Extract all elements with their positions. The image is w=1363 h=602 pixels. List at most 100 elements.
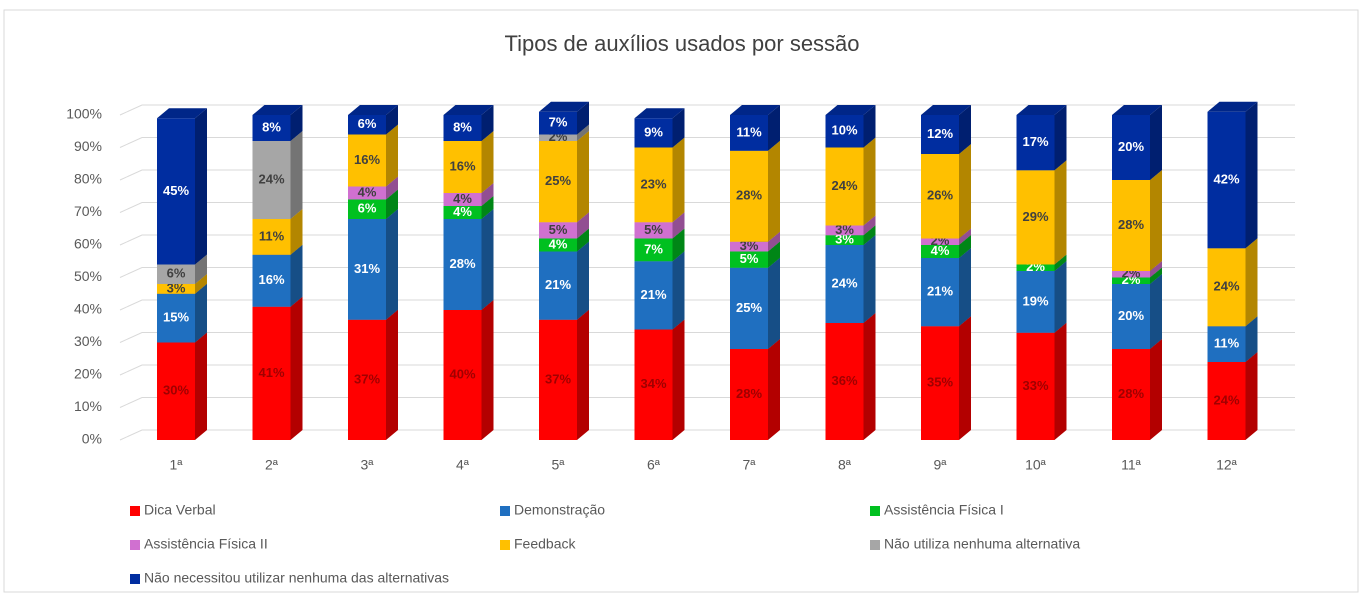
bar-top bbox=[1207, 101, 1258, 112]
bar-front bbox=[1112, 115, 1150, 180]
bar-segment bbox=[443, 105, 494, 141]
data-label: 4% bbox=[549, 236, 568, 251]
bar-front bbox=[252, 141, 291, 219]
bar-front bbox=[157, 293, 195, 343]
bar-side bbox=[863, 215, 876, 236]
bar-front bbox=[1112, 180, 1150, 271]
bar-side bbox=[672, 108, 685, 148]
bar-front bbox=[730, 150, 768, 242]
bar-side bbox=[1150, 267, 1162, 284]
bar-top bbox=[1112, 105, 1162, 115]
data-label: 6% bbox=[358, 201, 377, 216]
bar-side bbox=[959, 316, 971, 440]
bar-front bbox=[634, 329, 673, 440]
bar-side bbox=[481, 300, 494, 440]
data-label: 4% bbox=[453, 204, 472, 219]
bar-side bbox=[1054, 254, 1067, 271]
data-label: 21% bbox=[545, 277, 571, 292]
bar-segment bbox=[1207, 101, 1258, 249]
data-label: 26% bbox=[927, 188, 953, 203]
bar-front bbox=[539, 319, 577, 440]
bar-front bbox=[921, 258, 959, 327]
bar-side bbox=[672, 319, 685, 440]
data-label: 25% bbox=[736, 300, 762, 315]
bar-front bbox=[539, 111, 577, 135]
bar-front bbox=[921, 115, 959, 154]
bar-front bbox=[539, 238, 577, 252]
bar-side bbox=[1054, 261, 1067, 333]
grid-line bbox=[119, 137, 1295, 148]
data-label: 40% bbox=[449, 366, 475, 381]
data-label: 37% bbox=[354, 371, 380, 386]
bar-segment bbox=[730, 105, 780, 151]
bar-front bbox=[252, 306, 291, 440]
bar-side bbox=[959, 235, 971, 258]
data-label: 9% bbox=[644, 124, 663, 139]
bar-side bbox=[577, 212, 589, 239]
bar-front bbox=[1016, 115, 1055, 171]
x-tick-label: 2ª bbox=[265, 457, 279, 473]
bar-side bbox=[195, 283, 207, 343]
data-label: 29% bbox=[1022, 209, 1048, 224]
bar-front bbox=[539, 251, 577, 320]
bar-side bbox=[481, 196, 494, 219]
data-label: 24% bbox=[1213, 392, 1239, 407]
legend-swatch bbox=[130, 506, 140, 516]
bar-side bbox=[1150, 261, 1162, 278]
x-tick-label: 1ª bbox=[170, 457, 184, 473]
data-label: 34% bbox=[640, 376, 666, 391]
data-label: 19% bbox=[1022, 293, 1048, 308]
bar-side bbox=[195, 274, 207, 294]
bar-side bbox=[959, 248, 971, 327]
x-tick-label: 5ª bbox=[552, 457, 566, 473]
bar-top bbox=[252, 105, 303, 115]
legend-swatch bbox=[500, 506, 510, 516]
chart-title: Tipos de auxílios usados por sessão bbox=[504, 31, 859, 56]
bar-top bbox=[1016, 105, 1067, 115]
bar-top bbox=[348, 105, 398, 115]
bar-front bbox=[730, 251, 768, 268]
data-label: 41% bbox=[258, 365, 284, 380]
bar-front bbox=[348, 186, 386, 200]
y-tick-label: 70% bbox=[74, 203, 102, 219]
x-tick-label: 8ª bbox=[838, 457, 852, 473]
bar-front bbox=[443, 141, 482, 193]
data-label: 11% bbox=[736, 124, 762, 139]
bar-front bbox=[539, 222, 577, 239]
bar-segment bbox=[825, 313, 876, 440]
data-label: 8% bbox=[262, 119, 281, 134]
bar-front bbox=[730, 267, 768, 349]
bar-front bbox=[1207, 111, 1246, 249]
y-tick-label: 50% bbox=[74, 268, 102, 284]
data-label: 24% bbox=[831, 275, 857, 290]
data-label: 7% bbox=[644, 241, 663, 256]
data-label: 21% bbox=[927, 284, 953, 299]
bar-side bbox=[195, 332, 207, 440]
legend-swatch bbox=[130, 574, 140, 584]
data-label: 28% bbox=[736, 386, 762, 401]
x-tick-label: 9ª bbox=[934, 457, 948, 473]
y-tick-label: 100% bbox=[66, 106, 102, 122]
bar-front bbox=[1207, 326, 1246, 362]
bar-segment bbox=[634, 108, 685, 148]
bar-front bbox=[348, 115, 386, 135]
y-tick-label: 60% bbox=[74, 236, 102, 252]
data-label: 6% bbox=[167, 266, 186, 281]
bar-segment bbox=[539, 309, 589, 440]
legend-label: Feedback bbox=[514, 536, 576, 552]
bar-side bbox=[768, 231, 780, 252]
bar-side bbox=[386, 309, 398, 440]
bar-side bbox=[1245, 238, 1258, 327]
data-label: 35% bbox=[927, 375, 953, 390]
bar-front bbox=[252, 254, 291, 307]
bar-front bbox=[443, 115, 482, 141]
bar-side bbox=[290, 209, 303, 255]
bar-front bbox=[348, 319, 386, 440]
grid-line bbox=[119, 332, 1295, 343]
bar-front bbox=[825, 115, 864, 148]
bar-front bbox=[634, 238, 673, 262]
bar-segment bbox=[730, 339, 780, 440]
legend-swatch bbox=[130, 540, 140, 550]
bar-side bbox=[672, 251, 685, 330]
bar-front bbox=[157, 284, 195, 294]
